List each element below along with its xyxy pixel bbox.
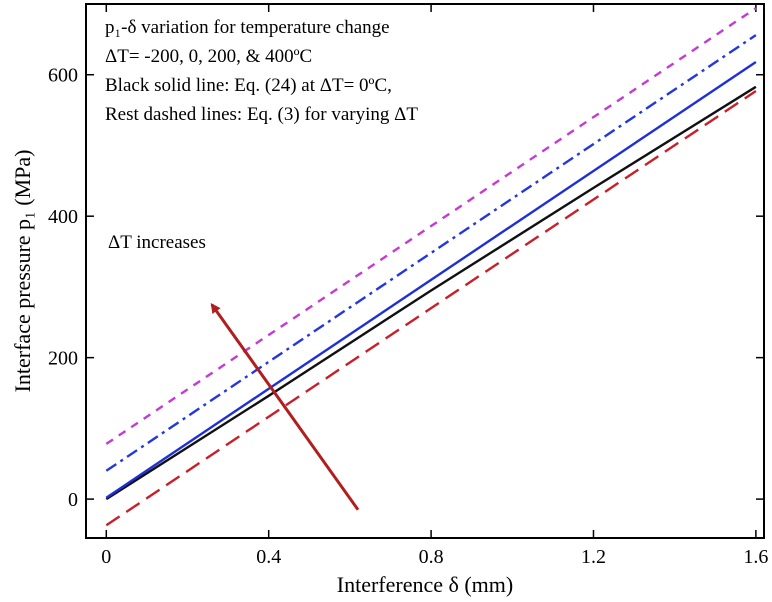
- x-tick-label: 1.2: [581, 546, 606, 568]
- plot-frame: [85, 3, 765, 539]
- series-line-3: [105, 61, 757, 499]
- series-line-4: [105, 34, 757, 472]
- x-tick-label: 1.6: [743, 546, 768, 568]
- y-axis-label: Interface pressure p₁ (MPa): [10, 150, 35, 393]
- annotation-line-4: Rest dashed lines: Eq. (3) for varying Δ…: [105, 104, 418, 125]
- arrow-label: ΔT increases: [108, 232, 206, 253]
- series-line-5: [105, 7, 757, 445]
- axis-ticks: 0 0.4 0.8 1.2 1.6 0 200 400 600: [48, 4, 768, 568]
- x-axis-label: Interference δ (mm): [337, 572, 513, 597]
- annotation-arrow: [210, 302, 360, 511]
- x-tick-label: 0.8: [419, 546, 444, 568]
- x-tick-label: 0: [101, 546, 111, 568]
- annotation-line-3: Black solid line: Eq. (24) at ΔT= 0ºC,: [105, 75, 392, 96]
- y-tick-label: 200: [48, 348, 78, 370]
- series-line-2: [105, 85, 757, 501]
- annotation-line-1: p₁-δ variation for temperature change: [105, 17, 390, 38]
- series-line-1: [105, 90, 757, 527]
- y-tick-label: 600: [48, 65, 78, 87]
- x-tick-label: 0.4: [256, 546, 281, 568]
- y-tick-label: 0: [68, 489, 78, 511]
- annotation-block: p₁-δ variation for temperature change ΔT…: [105, 17, 418, 125]
- y-tick-label: 400: [48, 206, 78, 228]
- series-group: [105, 7, 757, 527]
- annotation-line-2: ΔT= -200, 0, 200, & 400ºC: [105, 46, 312, 67]
